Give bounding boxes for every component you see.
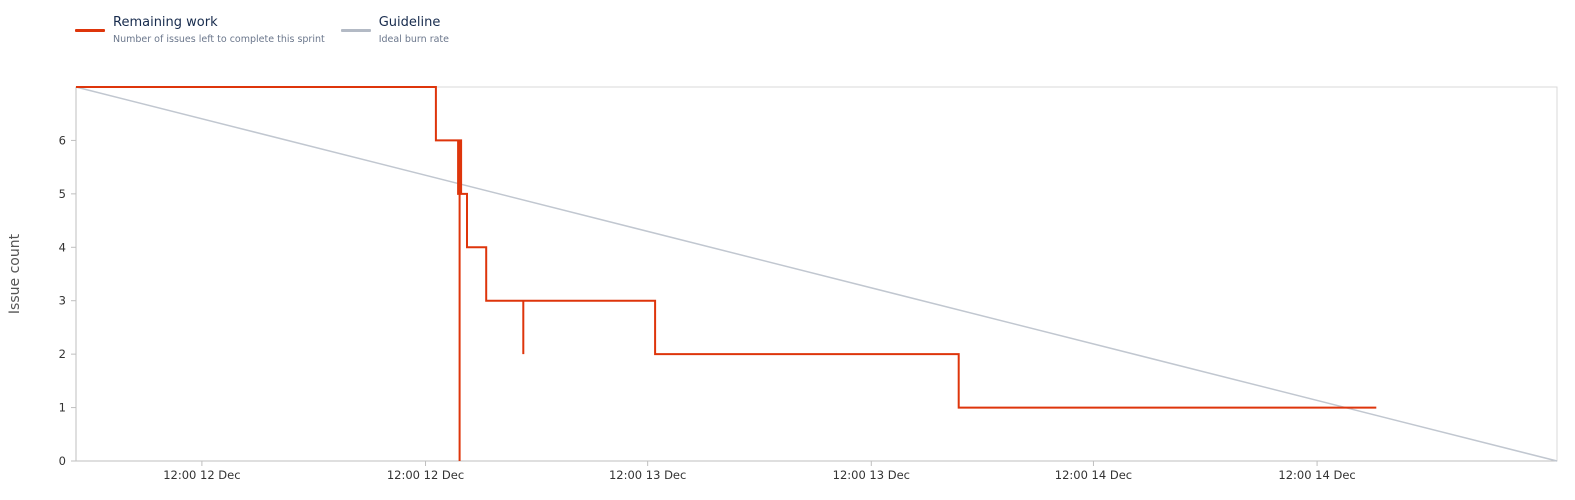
x-tick-label: 12:00 12 Dec	[387, 468, 464, 482]
y-axis-title: Issue count	[7, 233, 23, 314]
x-tick-label: 12:00 13 Dec	[833, 468, 910, 482]
series-line-guideline[interactable]	[75, 86, 1558, 462]
legend-item-remaining-work[interactable]: Remaining work Number of issues left to …	[75, 14, 325, 47]
y-tick-label: 4	[59, 240, 66, 254]
legend-item-guideline[interactable]: Guideline Ideal burn rate	[340, 14, 450, 47]
y-tick-label: 5	[59, 187, 66, 201]
chart-legend: Remaining work Number of issues left to …	[75, 14, 465, 47]
x-tick-label: 12:00 13 Dec	[609, 468, 686, 482]
y-tick-label: 2	[59, 347, 66, 361]
y-tick-label: 0	[59, 454, 66, 468]
legend-description-guideline: Ideal burn rate	[378, 34, 450, 45]
legend-description-remaining-work: Number of issues left to complete this s…	[113, 34, 325, 45]
legend-swatch-remaining-work	[75, 29, 105, 32]
x-tick-label: 12:00 14 Dec	[1055, 468, 1132, 482]
x-tick-label: 12:00 12 Dec	[163, 468, 240, 482]
legend-label-remaining-work: Remaining work	[113, 15, 218, 30]
y-tick-label: 3	[59, 294, 66, 308]
legend-label-guideline: Guideline	[378, 15, 441, 30]
x-tick-label: 12:00 14 Dec	[1278, 468, 1355, 482]
y-tick-label: 1	[59, 401, 66, 415]
y-tick-label: 6	[59, 133, 66, 147]
series-line-remaining-work[interactable]	[76, 86, 1377, 461]
legend-swatch-guideline	[340, 29, 371, 32]
